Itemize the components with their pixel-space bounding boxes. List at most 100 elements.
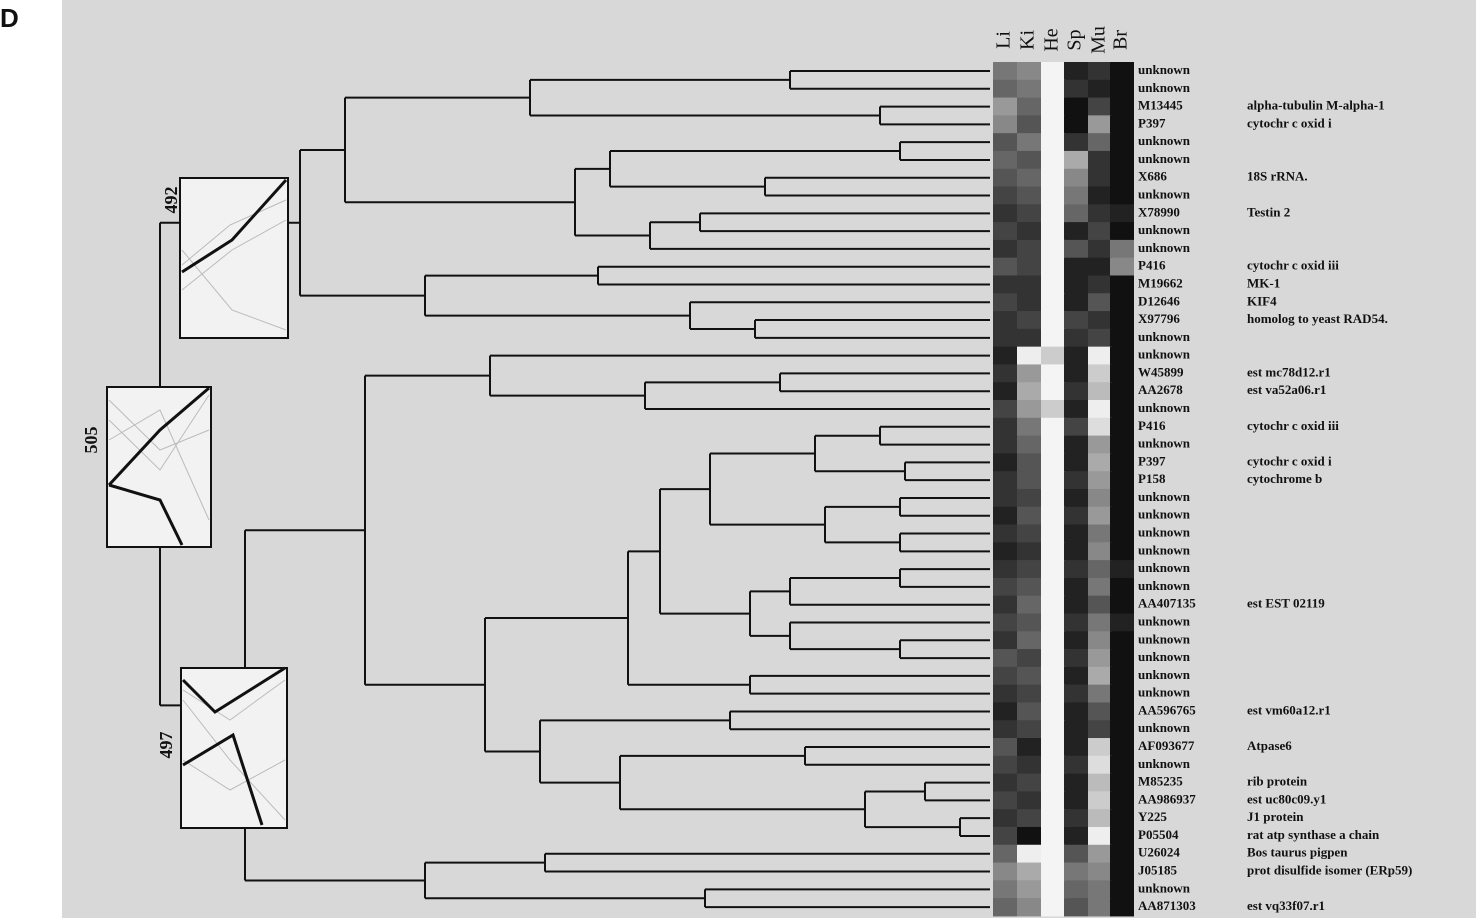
heat-cell — [993, 204, 1017, 223]
heat-cell — [1017, 862, 1041, 881]
heat-cell — [1088, 488, 1112, 508]
heat-cell — [1110, 435, 1134, 454]
cluster-box — [179, 177, 289, 339]
heat-cell — [1088, 79, 1112, 99]
heat-cell — [1064, 649, 1088, 668]
heat-cell — [993, 79, 1017, 99]
gene-id: unknown — [1138, 133, 1191, 148]
heat-cell — [1017, 382, 1041, 401]
gene-id: unknown — [1138, 222, 1191, 237]
heat-cell — [1110, 257, 1134, 276]
heat-cell — [1064, 844, 1088, 864]
heat-cell — [1110, 880, 1134, 899]
heat-cell — [993, 595, 1017, 614]
heat-cell — [1017, 400, 1041, 419]
heat-cell — [993, 898, 1017, 917]
cluster-box — [106, 386, 212, 548]
heat-cell — [1064, 862, 1088, 881]
heat-cell — [1088, 720, 1112, 739]
heat-cell — [1017, 720, 1041, 739]
heat-cell — [1041, 862, 1065, 881]
gene-id: X97796 — [1138, 311, 1180, 326]
column-label: He — [1041, 28, 1063, 51]
heat-cell — [1064, 204, 1088, 223]
heat-cell — [1017, 62, 1041, 81]
heat-cell — [1041, 631, 1065, 650]
gene-id: M19662 — [1138, 275, 1183, 290]
heat-cell — [1088, 542, 1112, 561]
heat-cell — [1064, 809, 1088, 828]
heat-cell — [1064, 702, 1088, 721]
heat-cell — [1064, 613, 1088, 632]
gene-id: P416 — [1138, 418, 1166, 433]
heat-cell — [1088, 186, 1112, 205]
heat-cell — [1017, 524, 1041, 543]
heat-cell — [1110, 417, 1134, 437]
cluster-label: 492 — [161, 187, 181, 214]
heat-cell — [1064, 506, 1088, 526]
heat-cell — [1041, 809, 1065, 828]
heat-cell — [1064, 560, 1088, 579]
gene-description: cytochr c oxid iii — [1247, 258, 1339, 273]
heat-cell — [1088, 257, 1112, 276]
heat-cell — [1088, 684, 1112, 703]
heat-cell — [1064, 311, 1088, 330]
heat-cell — [1041, 649, 1065, 668]
heat-cell — [1017, 844, 1041, 864]
gene-id: AA596765 — [1138, 702, 1196, 717]
heat-cell — [1017, 97, 1041, 116]
heat-cell — [1088, 577, 1112, 597]
heat-cell — [1017, 133, 1041, 152]
heat-cell — [1064, 684, 1088, 703]
heat-cell — [1017, 453, 1041, 472]
gene-id: unknown — [1138, 80, 1191, 95]
heat-cell — [1110, 186, 1134, 205]
heat-cell — [1088, 382, 1112, 401]
heat-cell — [1110, 631, 1134, 650]
heat-cell — [1064, 133, 1088, 152]
heat-cell — [993, 382, 1017, 401]
heat-cell — [1017, 880, 1041, 899]
heat-cell — [1088, 506, 1112, 526]
heat-cell — [1088, 168, 1112, 188]
gene-description: J1 protein — [1247, 809, 1304, 824]
heat-cell — [1064, 222, 1088, 241]
heat-cell — [1041, 577, 1065, 597]
gene-description: alpha-tubulin M-alpha-1 — [1247, 98, 1385, 113]
heat-cell — [1110, 150, 1134, 170]
heat-cell — [1064, 115, 1088, 134]
heat-cell — [993, 524, 1017, 543]
heat-cell — [1064, 417, 1088, 437]
heat-cell — [1041, 275, 1065, 294]
gene-description: est vq33f07.r1 — [1247, 898, 1325, 913]
heat-cell — [1041, 471, 1065, 490]
heat-cell — [1088, 809, 1112, 828]
heat-cell — [1110, 862, 1134, 881]
heat-cell — [1064, 186, 1088, 205]
heat-cell — [1017, 595, 1041, 614]
heat-cell — [1110, 506, 1134, 526]
gene-description: cytochr c oxid i — [1247, 453, 1332, 468]
heat-cell — [1088, 862, 1112, 881]
heat-cell — [1110, 97, 1134, 116]
heat-cell — [993, 150, 1017, 170]
gene-description: cytochrome b — [1247, 471, 1322, 486]
heat-cell — [1064, 542, 1088, 561]
gene-id: AA871303 — [1138, 898, 1196, 913]
heat-cell — [1110, 239, 1134, 259]
gene-description: Testin 2 — [1247, 204, 1290, 219]
heat-cell — [1041, 702, 1065, 721]
gene-id: unknown — [1138, 667, 1191, 682]
heat-cell — [1110, 168, 1134, 188]
heat-cell — [1088, 880, 1112, 899]
heat-cell — [1110, 809, 1134, 828]
heat-cell — [993, 826, 1017, 846]
heat-cell — [993, 115, 1017, 134]
heat-cell — [993, 400, 1017, 419]
gene-id: unknown — [1138, 240, 1191, 255]
gene-id: X78990 — [1138, 204, 1180, 219]
heat-cell — [993, 702, 1017, 721]
heat-cell — [1088, 560, 1112, 579]
heat-cell — [1041, 898, 1065, 917]
heat-cell — [1017, 168, 1041, 188]
